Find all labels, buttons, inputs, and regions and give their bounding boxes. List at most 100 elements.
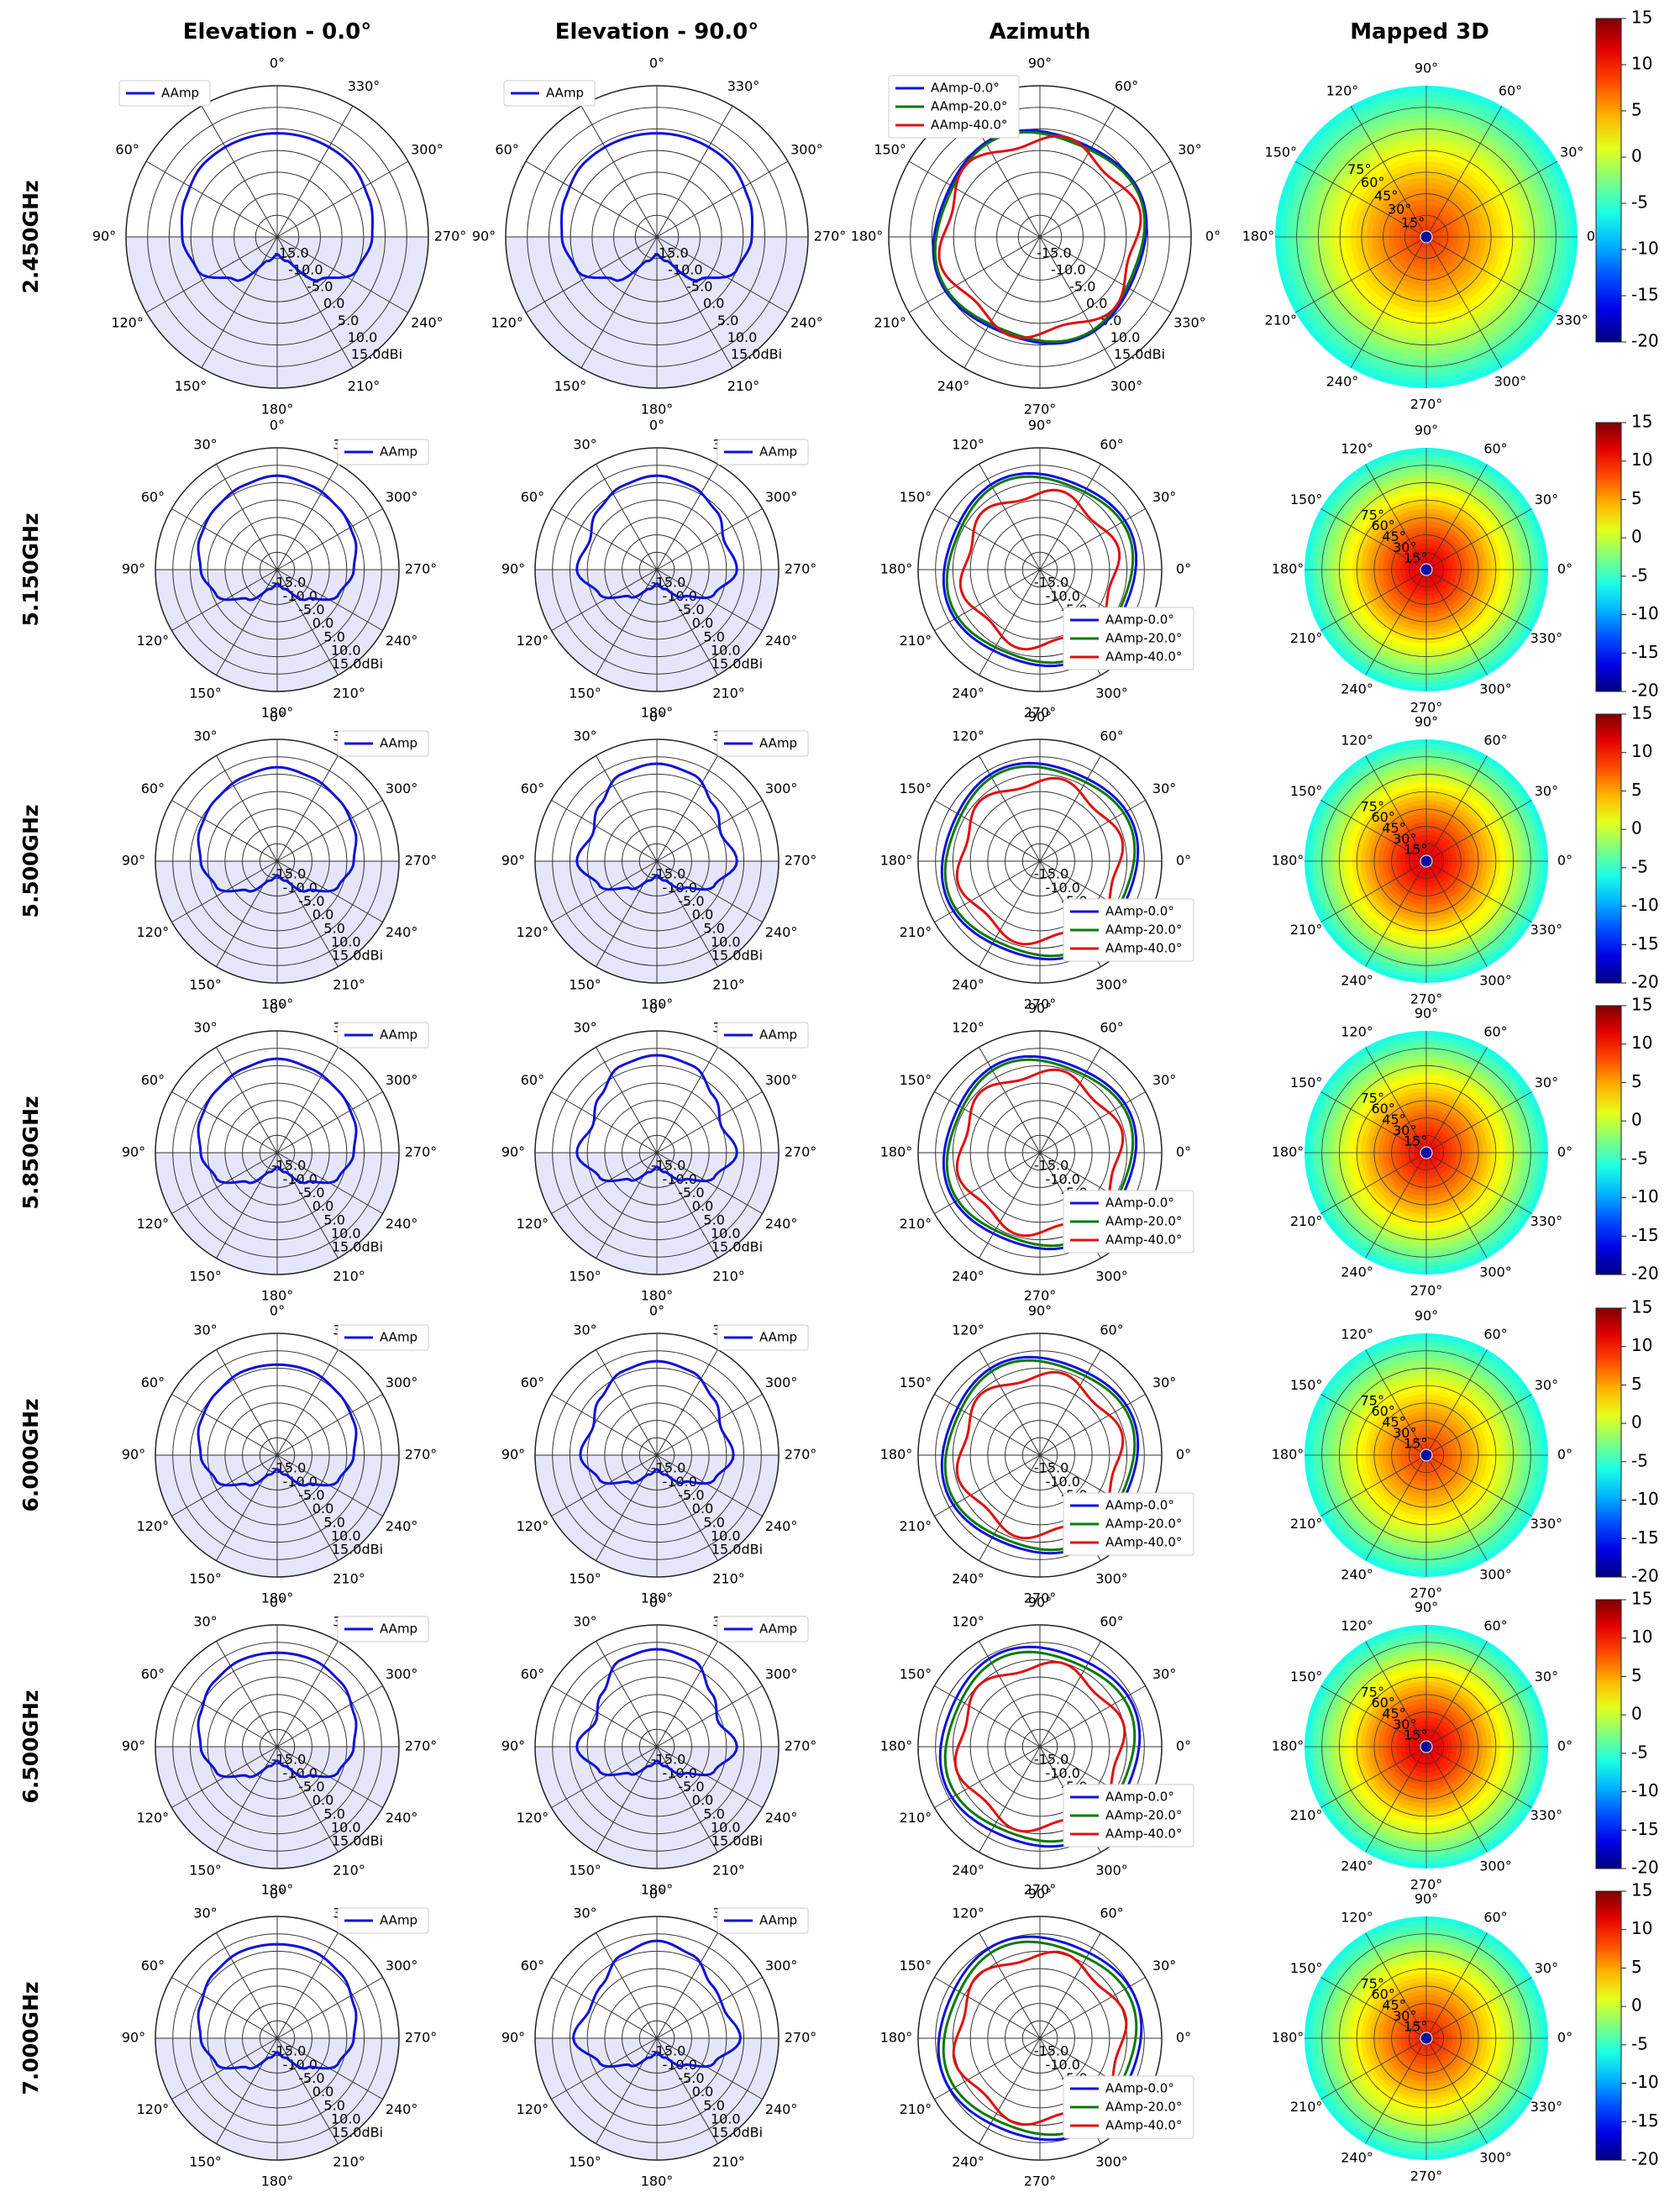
angle-tick-label: 240°: [386, 1810, 418, 1826]
angle-tick-label: 60°: [1100, 1613, 1123, 1629]
heatmap-angle-label: 90°: [1415, 60, 1438, 76]
angle-tick-label: 30°: [1152, 1666, 1176, 1682]
colorbar-tick-label: 0: [1631, 1110, 1642, 1130]
legend-box: [1063, 1492, 1194, 1556]
polar-grid-spoke: [276, 1932, 339, 2039]
polar-grid-spoke: [656, 1091, 763, 1154]
angle-tick-label: 120°: [952, 1905, 984, 1921]
heatmap-elevation-ring-label: 30°: [1393, 1716, 1416, 1732]
heatmap-grid-spoke: [1320, 1152, 1427, 1214]
row-label: 5.150GHz: [18, 513, 43, 626]
angle-tick-label: 270°: [785, 853, 817, 869]
heatmap-angle-label: 240°: [1341, 1566, 1373, 1582]
heatmap-elevation-ring-label: 15°: [1404, 842, 1427, 858]
angle-tick-label: 180°: [880, 1447, 913, 1463]
angle-tick-label: 270°: [405, 561, 438, 577]
radial-tick-label: 0.0: [312, 615, 333, 631]
radial-tick-label: 5.0: [703, 628, 724, 644]
heatmap-angle-label: 300°: [1479, 1566, 1512, 1582]
polar-grid-spoke: [656, 1746, 763, 1808]
heatmap-grid-spoke: [1425, 860, 1488, 967]
row-label: 5.850GHz: [18, 1096, 43, 1209]
angle-tick-label: 150°: [189, 1571, 222, 1587]
heatmap-angle-label: 240°: [1341, 681, 1373, 696]
angle-tick-label: 270°: [1024, 1590, 1057, 1606]
heatmap-grid-spoke: [1350, 105, 1427, 238]
radial-tick-label: 5.0: [323, 628, 344, 644]
angle-tick-label: 270°: [405, 853, 438, 869]
angle-tick-label: 300°: [386, 489, 418, 505]
angle-tick-label: 120°: [952, 1322, 984, 1338]
angle-tick-label: 150°: [900, 1666, 932, 1682]
heatmap-angle-label: 240°: [1341, 1264, 1373, 1280]
angle-tick-label: 300°: [386, 1375, 418, 1390]
heatmap-angle-label: 180°: [1272, 1447, 1305, 1463]
angle-tick-label: 150°: [569, 1269, 601, 1285]
angle-tick-label: 300°: [1110, 378, 1143, 394]
heatmap-grid-spoke: [1425, 236, 1558, 313]
polar-grid-spoke: [934, 860, 1041, 923]
colorbar-tick-label: 0: [1631, 818, 1642, 838]
frequency-row: 6.000GHz0°330°300°270°240°210°180°150°12…: [18, 1297, 1659, 1606]
polar-grid-spoke: [216, 2037, 278, 2144]
angle-tick-label: 210°: [333, 2154, 365, 2170]
heatmap-elevation-ring-label: 75°: [1347, 161, 1371, 177]
angle-tick-label: 330°: [727, 78, 760, 94]
colorbar-tick-label: -10: [1631, 1186, 1659, 1206]
elevation-90-plot: 0°330°300°270°240°210°180°150°120°90°60°…: [501, 1303, 816, 1606]
heatmap-angle-label: 90°: [1415, 714, 1438, 730]
polar-grid-spoke: [551, 1977, 658, 2039]
polar-grid-spoke: [580, 236, 658, 369]
polar-grid-spoke: [276, 160, 409, 238]
angle-tick-label: 30°: [193, 728, 217, 744]
legend-label: AAmp-0.0°: [1105, 1196, 1174, 1211]
angle-tick-label: 210°: [333, 1269, 365, 1285]
polar-grid-spoke: [656, 1977, 763, 2039]
legend-box: [503, 80, 596, 107]
heatmap-angle-label: 270°: [1410, 700, 1443, 716]
heatmap-angle-label: 0°: [1557, 1738, 1572, 1754]
polar-grid-spoke: [656, 1746, 718, 1853]
heatmap-elevation-ring-label: 75°: [1361, 1090, 1384, 1106]
heatmap-elevation-ring-label: 30°: [1393, 1122, 1416, 1138]
angle-tick-label: 210°: [900, 1810, 932, 1826]
angle-tick-label: 300°: [765, 1375, 798, 1390]
polar-grid-spoke: [276, 464, 339, 570]
angle-tick-label: 180°: [641, 1882, 674, 1898]
colorbar-tick-label: 15: [1631, 412, 1652, 432]
mapped-3d-plot: 0° 30° 60° 90° 120° 150° 180° 210° 240° 270° 300° 3…: [1272, 1589, 1659, 1893]
heatmap-angle-label: 270°: [1410, 397, 1443, 413]
angle-tick-label: 300°: [1095, 1571, 1128, 1587]
angle-tick-label: 180°: [261, 1288, 294, 1304]
polar-grid-spoke: [551, 1746, 658, 1808]
heatmap-angle-label: 90°: [1415, 1308, 1438, 1324]
radial-tick-label: -5.0: [678, 2070, 704, 2086]
colorbar-tick-label: -10: [1631, 1780, 1659, 1800]
colorbar-tick-label: 10: [1631, 1918, 1652, 1938]
heatmap-angle-label: 120°: [1341, 1910, 1373, 1926]
elevation-0-series-line: [197, 1651, 358, 1779]
azimuth-series-line-20: [933, 130, 1147, 344]
angle-tick-label: 60°: [1100, 1905, 1123, 1921]
angle-tick-label: 300°: [1095, 977, 1128, 993]
angle-tick-label: 300°: [386, 1072, 418, 1088]
heatmap-elevation-ring-label: 30°: [1393, 2008, 1416, 2024]
polar-grid-spoke: [596, 1641, 658, 1748]
angle-tick-label: 210°: [900, 1216, 932, 1232]
polar-grid-spoke: [276, 508, 383, 570]
angle-tick-label: 150°: [900, 781, 932, 796]
angle-tick-label: 180°: [851, 229, 884, 244]
angle-tick-label: 300°: [1095, 2154, 1128, 2170]
polar-grid-spoke: [171, 1394, 278, 1456]
heatmap-angle-label: 210°: [1290, 922, 1323, 938]
angle-tick-label: 240°: [386, 1216, 418, 1232]
heatmap-angle-label: 30°: [1535, 1960, 1558, 1976]
legend-label: AAmp-20.0°: [1105, 631, 1182, 646]
elevation-90-series-line: [575, 474, 738, 600]
heatmap-center-marker: [1420, 1740, 1433, 1753]
radial-tick-label: 15.0dBi: [332, 1239, 383, 1255]
legend-box: [888, 75, 1020, 139]
heatmap-grid-spoke: [1365, 1047, 1427, 1154]
polar-grid-spoke: [1039, 1349, 1101, 1456]
elevation-0-series-line: [197, 1942, 358, 2070]
